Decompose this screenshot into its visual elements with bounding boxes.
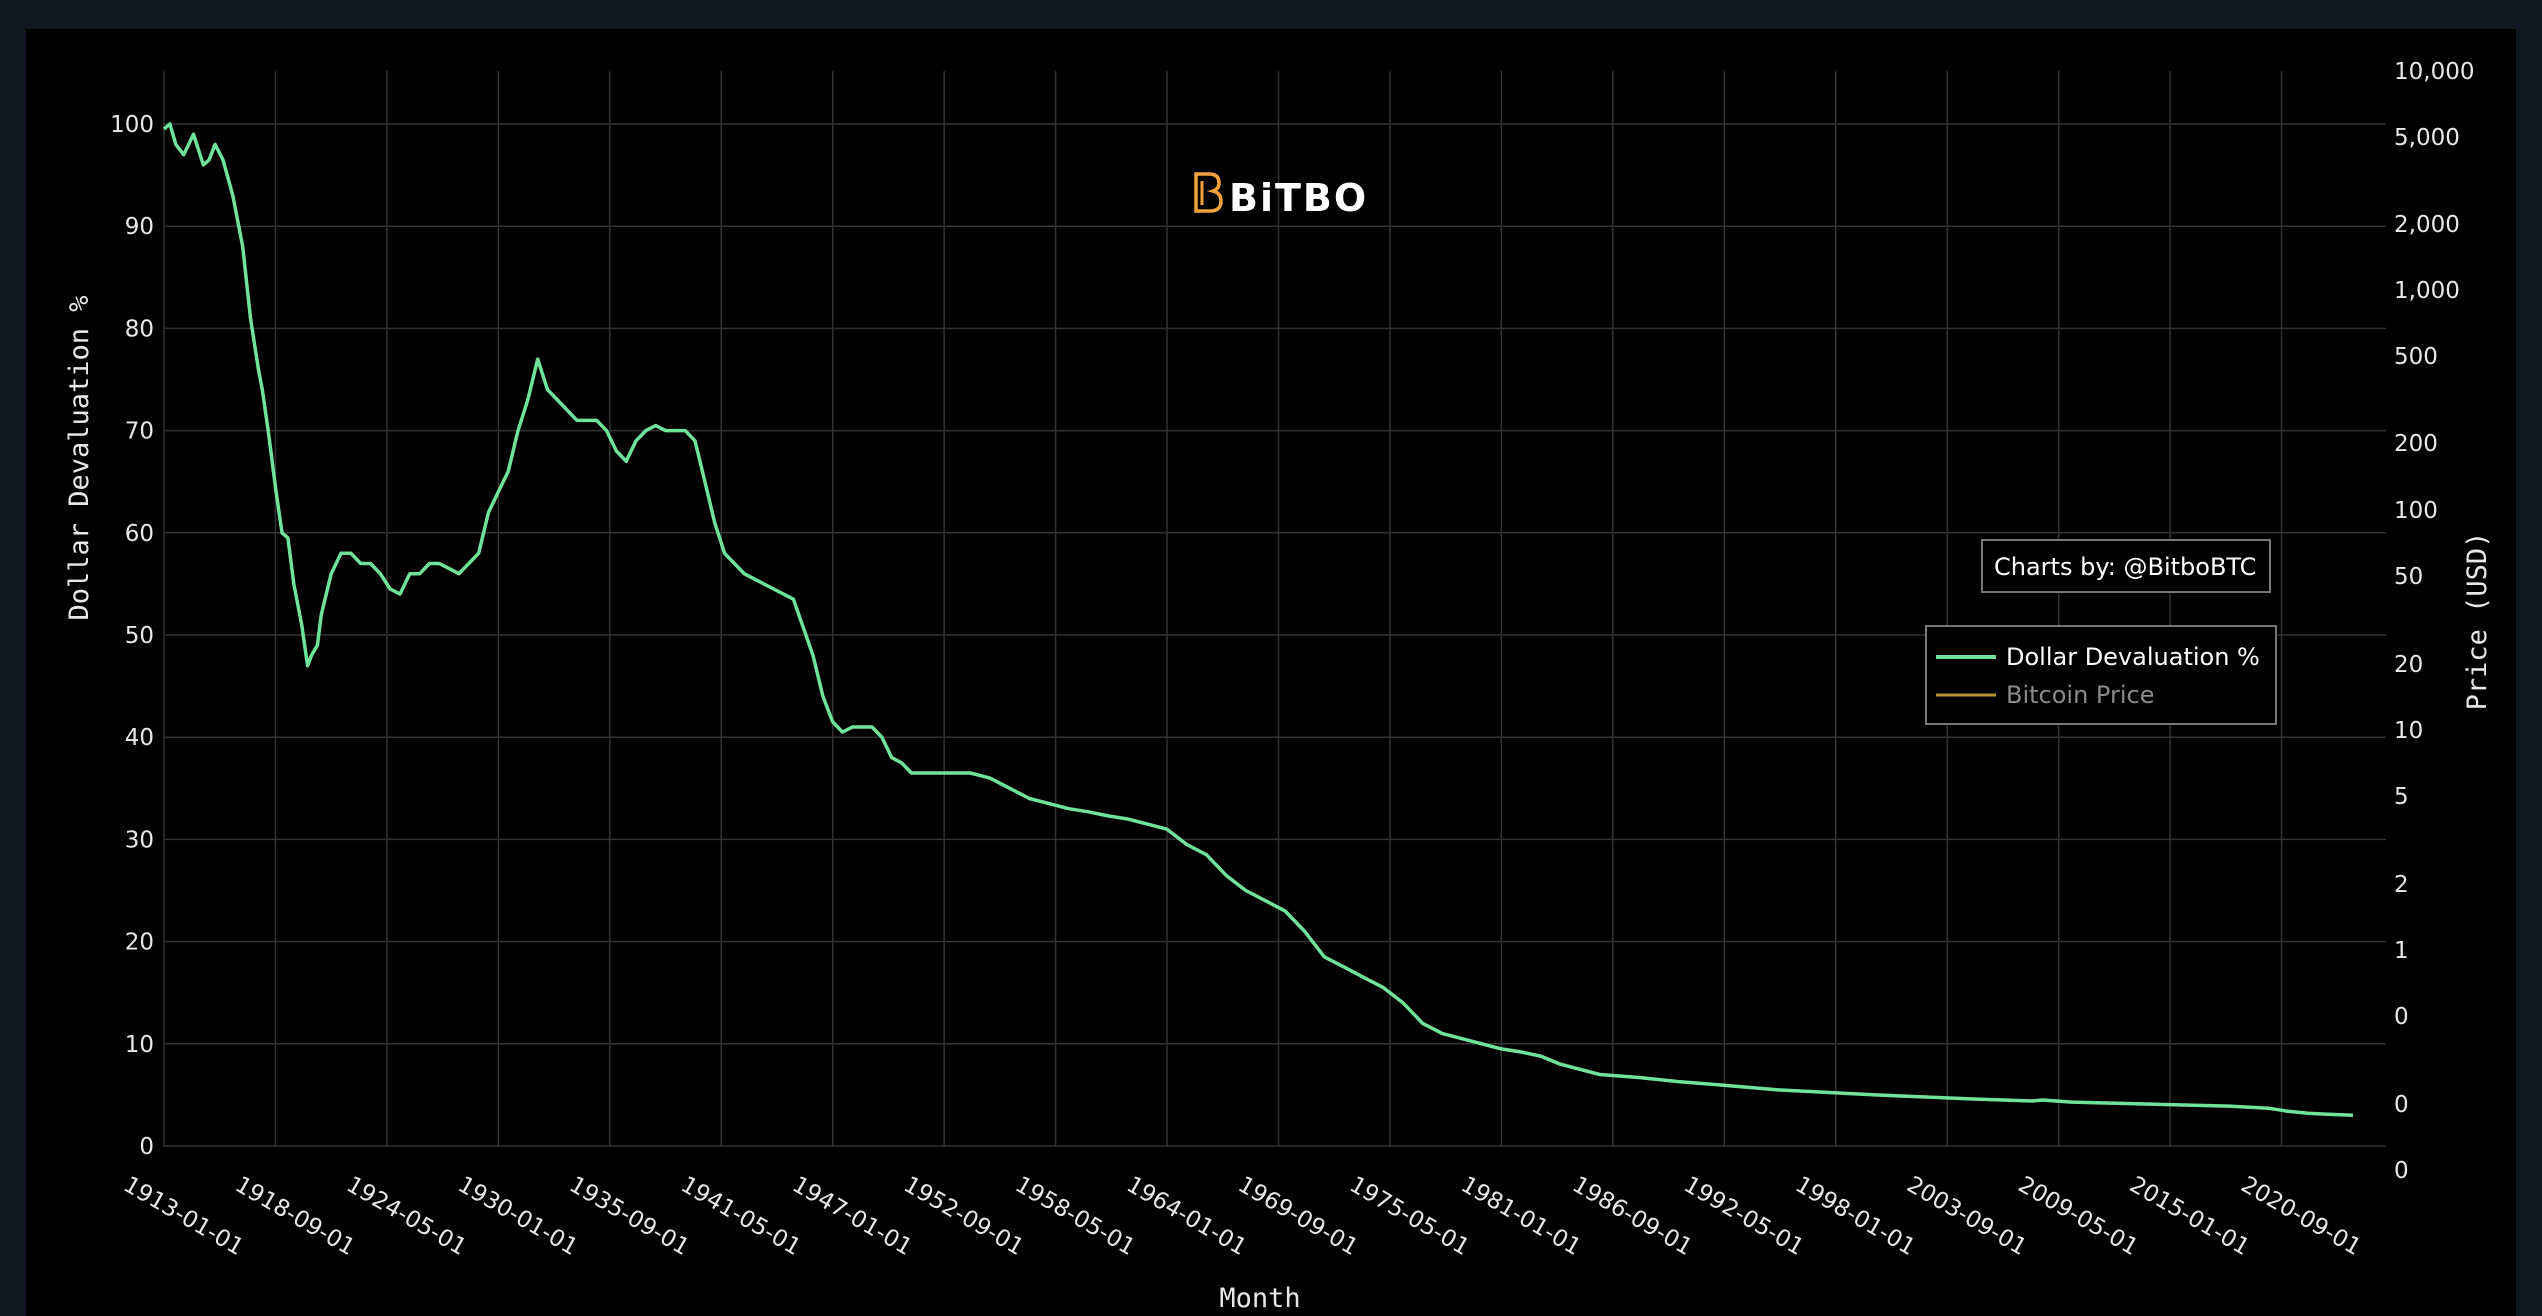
x-tick-label: 1964-01-01: [1122, 1172, 1251, 1261]
x-tick-label: 1969-09-01: [1234, 1172, 1363, 1261]
y2-tick-label: 0: [2394, 1092, 2409, 1118]
y2-tick-label: 0: [2394, 1158, 2409, 1184]
credits-box: Charts by: @BitboBTC: [1981, 539, 2271, 593]
x-tick-label: 1941-05-01: [676, 1172, 805, 1261]
y-tick-label: 30: [125, 827, 154, 853]
y2-axis-title: Price (USD): [2462, 532, 2493, 711]
y-tick-label: 90: [125, 214, 154, 240]
chart-svg: 01020304050607080901001913-01-011918-09-…: [64, 59, 2493, 1314]
x-tick-label: 1975-05-01: [1345, 1172, 1474, 1261]
x-tick-label: 1992-05-01: [1679, 1172, 1808, 1261]
y2-tick-label: 100: [2394, 498, 2438, 524]
x-tick-label: 2009-05-01: [2014, 1172, 2143, 1261]
legend-label-bitcoin-price[interactable]: Bitcoin Price: [2006, 681, 2154, 709]
y2-tick-label: 10,000: [2394, 59, 2474, 85]
bitbo-logo-text: BiTBO: [1229, 176, 1368, 220]
y-tick-label: 50: [125, 623, 154, 649]
y2-tick-label: 500: [2394, 344, 2438, 370]
grid-layer: [163, 71, 2386, 1147]
y2-tick-label: 50: [2394, 564, 2423, 590]
y-tick-label: 60: [125, 521, 154, 547]
legend-border: [1925, 625, 2277, 725]
y2-tick-label: 0: [2394, 1004, 2409, 1030]
y2-tick-label: 2,000: [2394, 212, 2460, 238]
x-tick-label: 1924-05-01: [342, 1172, 471, 1261]
chart-frame: 0 10 20 30 40 50 60 70 80 90 100 1913-01-01 1918-09-…: [26, 29, 2516, 1316]
y-tick-label: 20: [125, 930, 154, 956]
y2-tick-label: 5,000: [2394, 125, 2460, 151]
dollar-devaluation-line: [162, 122, 2354, 1118]
x-tick-label: 1952-09-01: [899, 1172, 1028, 1261]
x-tick-label: 1918-09-01: [230, 1172, 359, 1261]
x-tick-label: 1981-01-01: [1456, 1172, 1585, 1261]
y2-tick-label: 1: [2394, 938, 2409, 964]
y2-tick-label: 200: [2394, 431, 2438, 457]
y-tick-label: 80: [125, 316, 154, 342]
x-tick-label: 2003-09-01: [1902, 1172, 2031, 1261]
x-tick-label: 1930-01-01: [453, 1172, 582, 1261]
y-axis-title: Dollar Devaluation %: [64, 295, 95, 620]
y-tick-label: 10: [125, 1032, 154, 1058]
legend: Dollar Devaluation % Bitcoin Price: [1925, 625, 2277, 725]
credits-box-border: [1981, 539, 2271, 593]
x-tick-label: 1947-01-01: [788, 1172, 917, 1261]
y-tick-label: 40: [125, 725, 154, 751]
legend-label-dollar-devaluation[interactable]: Dollar Devaluation %: [2006, 643, 2260, 671]
credits-text: Charts by: @BitboBTC: [1994, 553, 2256, 581]
x-tick-label: 2020-09-01: [2237, 1172, 2366, 1261]
bitbo-logo-icon: [1194, 172, 1223, 213]
x-tick-label: 1935-09-01: [565, 1172, 694, 1261]
y2-tick-label: 2: [2394, 872, 2409, 898]
x-tick-label: 1958-05-01: [1011, 1172, 1140, 1261]
y2-tick-label: 5: [2394, 784, 2409, 810]
x-tick-label: 1998-01-01: [1791, 1172, 1920, 1261]
y2-tick-label: 10: [2394, 718, 2423, 744]
y-tick-label: 0: [139, 1134, 154, 1160]
x-tick-label: 2015-01-01: [2125, 1172, 2254, 1261]
y2-tick-label: 1,000: [2394, 278, 2460, 304]
bitbo-logo: BiTBO: [1194, 172, 1368, 220]
x-axis-title: Month: [1219, 1283, 1300, 1314]
y2-tick-label: 20: [2394, 652, 2423, 678]
x-tick-label: 1986-09-01: [1568, 1172, 1697, 1261]
x-tick-label: 1913-01-01: [119, 1172, 248, 1261]
y-tick-label: 70: [125, 419, 154, 445]
y-tick-label: 100: [110, 112, 154, 138]
